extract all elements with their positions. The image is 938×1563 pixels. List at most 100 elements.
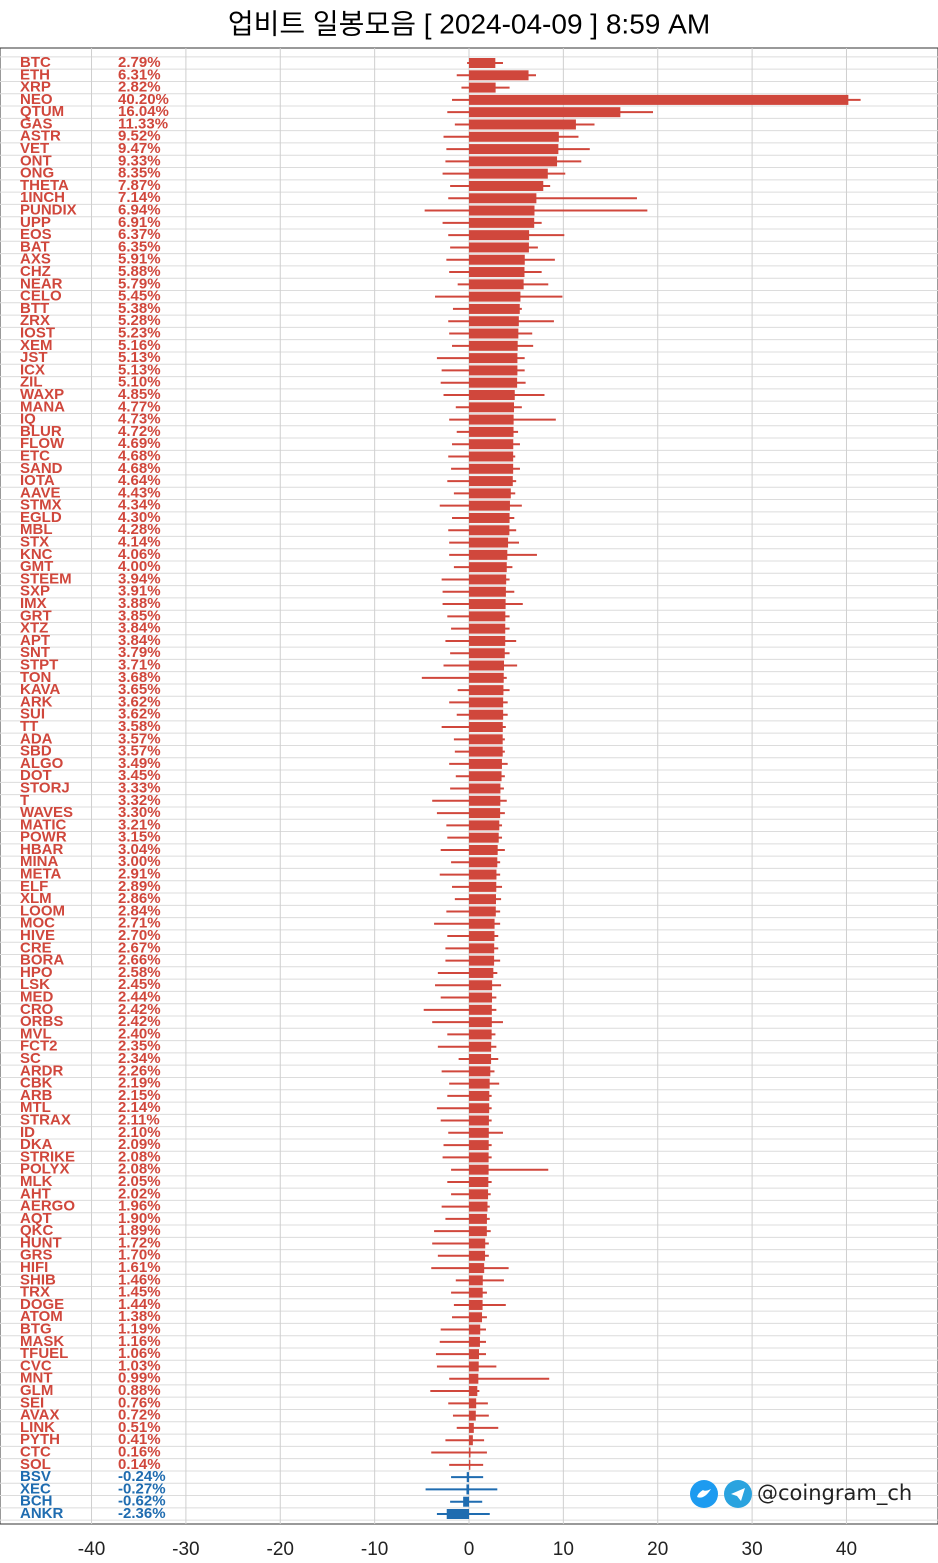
category-label: SOL (20, 1456, 51, 1473)
bar (469, 500, 510, 511)
category-label: GLM (20, 1382, 53, 1399)
category-label: DOGE (20, 1296, 64, 1313)
value-label: 3.45% (118, 767, 161, 784)
bar (469, 107, 621, 118)
bar (469, 943, 495, 954)
bar (469, 390, 515, 401)
value-label: 5.10% (118, 374, 161, 391)
bar (469, 1361, 479, 1372)
category-label: ARDR (20, 1062, 63, 1079)
category-label: HBAR (20, 841, 63, 858)
bar (469, 1386, 478, 1397)
bar (469, 1041, 492, 1052)
value-label: 4.06% (118, 546, 161, 563)
category-label: KNC (20, 546, 53, 563)
value-label: 2.11% (118, 1111, 160, 1128)
category-label: DKA (20, 1136, 53, 1153)
category-label: TRX (20, 1284, 50, 1301)
bar (469, 156, 558, 167)
value-label: 0.99% (118, 1370, 161, 1387)
category-label: FLOW (20, 435, 65, 452)
bar (469, 242, 529, 253)
bar (469, 58, 496, 68)
category-label: SHIB (20, 1271, 56, 1288)
value-label: 4.72% (118, 423, 161, 440)
bar (469, 1226, 487, 1237)
value-label: 2.82% (118, 79, 161, 96)
value-label: 4.30% (118, 509, 161, 526)
category-label: CVC (20, 1357, 52, 1374)
category-label: IOST (20, 324, 55, 341)
value-label: 0.88% (118, 1382, 161, 1399)
bar (469, 1115, 489, 1126)
bar (469, 635, 506, 646)
category-label: BLUR (20, 423, 62, 440)
value-label: 2.14% (118, 1099, 161, 1116)
bar (463, 1496, 469, 1507)
category-label: ID (20, 1124, 35, 1141)
category-label: XTZ (20, 620, 48, 637)
bar (469, 783, 501, 794)
category-label: POWR (20, 829, 67, 846)
value-label: 9.33% (118, 152, 161, 169)
value-label: 2.42% (118, 1001, 161, 1018)
value-label: -0.27% (118, 1480, 166, 1497)
value-label: 1.03% (118, 1357, 161, 1374)
value-label: 0.16% (118, 1443, 161, 1460)
value-label: 1.89% (118, 1222, 161, 1239)
bar (469, 1336, 480, 1347)
category-label: PYTH (20, 1431, 60, 1448)
x-tick-label: -20 (267, 1539, 294, 1560)
bar (469, 1299, 483, 1310)
value-label: 0.76% (118, 1394, 161, 1411)
bar (469, 1287, 483, 1298)
category-label: META (20, 866, 62, 883)
bar (469, 512, 510, 523)
value-label: -0.24% (118, 1468, 166, 1485)
category-label: BTC (20, 54, 51, 71)
category-label: MLK (20, 1173, 53, 1190)
bar (469, 1066, 491, 1077)
bar (469, 906, 496, 917)
bar (469, 426, 514, 437)
category-label: ZRX (20, 312, 50, 329)
bar (469, 193, 537, 204)
category-label: WAXP (20, 386, 64, 403)
bar (469, 709, 504, 720)
category-label: QKC (20, 1222, 54, 1239)
category-label: VET (20, 140, 49, 157)
bar (469, 70, 529, 81)
value-label: 6.94% (118, 202, 161, 219)
bar (469, 1213, 487, 1224)
bar (469, 439, 514, 450)
category-label: EGLD (20, 509, 62, 526)
bar (469, 1275, 483, 1286)
bar (469, 881, 497, 892)
value-label: 4.00% (118, 558, 161, 575)
category-label: CHZ (20, 263, 51, 280)
bar (469, 451, 514, 462)
category-label: BTG (20, 1321, 52, 1338)
bar (469, 1078, 490, 1089)
bar (469, 820, 500, 831)
bar (469, 1152, 489, 1163)
x-tick-label: 40 (836, 1539, 857, 1560)
bar (469, 746, 503, 757)
bar (469, 205, 535, 216)
plot: -40 -30 -20 -10 0 10 20 30 40 BTC 2.79% ETH 6.31% XRP… (0, 48, 938, 1560)
bar (469, 1459, 471, 1470)
category-label: QTUM (20, 103, 64, 120)
value-label: 3.71% (118, 657, 161, 674)
value-label: 3.62% (118, 706, 161, 723)
x-tick-label: -40 (78, 1539, 105, 1560)
value-label: 2.34% (118, 1050, 161, 1067)
value-label: 3.85% (118, 607, 161, 624)
value-label: 5.91% (118, 251, 161, 268)
bar (469, 648, 505, 659)
category-label: KAVA (20, 681, 60, 698)
category-label: ARK (20, 693, 53, 710)
bar (469, 267, 525, 278)
value-label: 5.79% (118, 275, 161, 292)
category-label: HPO (20, 964, 53, 981)
value-label: 2.15% (118, 1087, 161, 1104)
